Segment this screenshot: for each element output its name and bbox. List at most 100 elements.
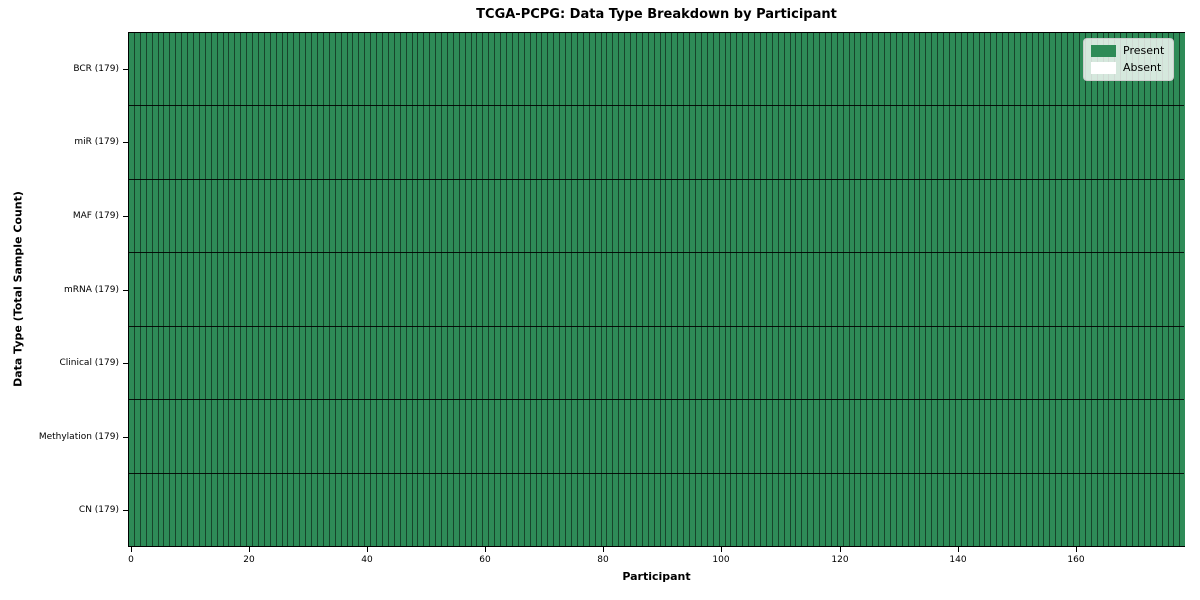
legend-item: Present [1091, 45, 1164, 57]
heatmap-column [666, 33, 673, 546]
row-band [129, 253, 1184, 327]
heatmap-column [967, 33, 974, 546]
heatmap-column [642, 33, 649, 546]
heatmap-column [453, 33, 460, 546]
heatmap-column [300, 33, 307, 546]
heatmap-column [926, 33, 933, 546]
heatmap-column [991, 33, 998, 546]
heatmap-column [365, 33, 372, 546]
heatmap-column [217, 33, 224, 546]
legend-item: Absent [1091, 62, 1164, 74]
heatmap-column [979, 33, 986, 546]
heatmap-column [176, 33, 183, 546]
legend: Present Absent [1083, 38, 1175, 81]
heatmap-column [430, 33, 437, 546]
heatmap-column [247, 33, 254, 546]
heatmap-column [944, 33, 950, 546]
heatmap-column [134, 33, 141, 546]
row-band [129, 106, 1184, 180]
heatmap-column [1097, 33, 1104, 546]
heatmap-column [312, 33, 318, 546]
heatmap-column [861, 33, 868, 546]
heatmap-column [1062, 33, 1069, 546]
heatmap-column [707, 33, 714, 546]
heatmap-column [566, 33, 572, 546]
heatmap-column [442, 33, 448, 546]
heatmap-column [843, 33, 850, 546]
heatmap-column [601, 33, 608, 546]
heatmap-column [353, 33, 360, 546]
heatmap-column [837, 33, 844, 546]
heatmap-column [465, 33, 472, 546]
heatmap-column [412, 33, 419, 546]
heatmap-column [1150, 33, 1157, 546]
heatmap-column [542, 33, 549, 546]
heatmap-column [199, 33, 206, 546]
heatmap-column [359, 33, 366, 546]
plot-area [128, 32, 1186, 547]
x-tick-label: 20 [243, 555, 255, 565]
heatmap-column [495, 33, 502, 546]
heatmap-rows-layer [129, 33, 1184, 546]
heatmap-column [814, 33, 821, 546]
row-band [129, 180, 1184, 254]
heatmap-column [459, 33, 466, 546]
heatmap-column [1003, 33, 1010, 546]
heatmap-column [589, 33, 596, 546]
heatmap-column [282, 33, 289, 546]
heatmap-column [648, 33, 655, 546]
heatmap-column [725, 33, 732, 546]
heatmap-column [471, 33, 478, 546]
y-tick-mark [123, 216, 128, 217]
x-tick-label: 40 [361, 555, 373, 565]
heatmap-column [938, 33, 945, 546]
x-tick-mark [249, 547, 250, 552]
row-band [129, 400, 1184, 474]
heatmap-column [205, 33, 212, 546]
x-tick-mark [485, 547, 486, 552]
x-tick-mark [131, 547, 132, 552]
heatmap-column [241, 33, 248, 546]
heatmap-column [1014, 33, 1021, 546]
y-tick-label: BCR (179) [73, 64, 119, 74]
heatmap-column [701, 33, 708, 546]
heatmap-column [223, 33, 230, 546]
heatmap-column [371, 33, 378, 546]
heatmap-column [955, 33, 962, 546]
heatmap-column [406, 33, 413, 546]
heatmap-column [766, 33, 773, 546]
heatmap-column [129, 33, 135, 546]
x-tick-label: 120 [831, 555, 849, 565]
heatmap-column [1056, 33, 1063, 546]
y-tick-label: miR (179) [74, 137, 119, 147]
heatmap-column [1050, 33, 1057, 546]
heatmap-column [825, 33, 832, 546]
x-tick-label: 0 [128, 555, 134, 565]
heatmap-column [772, 33, 779, 546]
heatmap-column [536, 33, 543, 546]
heatmap-column [501, 33, 507, 546]
heatmap-column [631, 33, 637, 546]
heatmap-column [158, 33, 165, 546]
y-tick-mark [123, 437, 128, 438]
heatmap-column [477, 33, 484, 546]
heatmap-column [1038, 33, 1045, 546]
heatmap-column [424, 33, 431, 546]
heatmap-column [211, 33, 218, 546]
x-tick-mark [367, 547, 368, 552]
heatmap-column [796, 33, 803, 546]
heatmap-column [294, 33, 301, 546]
chart-title: TCGA-PCPG: Data Type Breakdown by Partic… [476, 7, 837, 22]
x-tick-label: 160 [1067, 555, 1085, 565]
heatmap-column [400, 33, 407, 546]
heatmap-column [820, 33, 826, 546]
heatmap-column [1174, 33, 1181, 546]
heatmap-column [1121, 33, 1128, 546]
heatmap-column [613, 33, 620, 546]
heatmap-column [678, 33, 685, 546]
heatmap-column [1085, 33, 1092, 546]
y-tick-mark [123, 510, 128, 511]
heatmap-column [696, 33, 702, 546]
heatmap-column [743, 33, 750, 546]
